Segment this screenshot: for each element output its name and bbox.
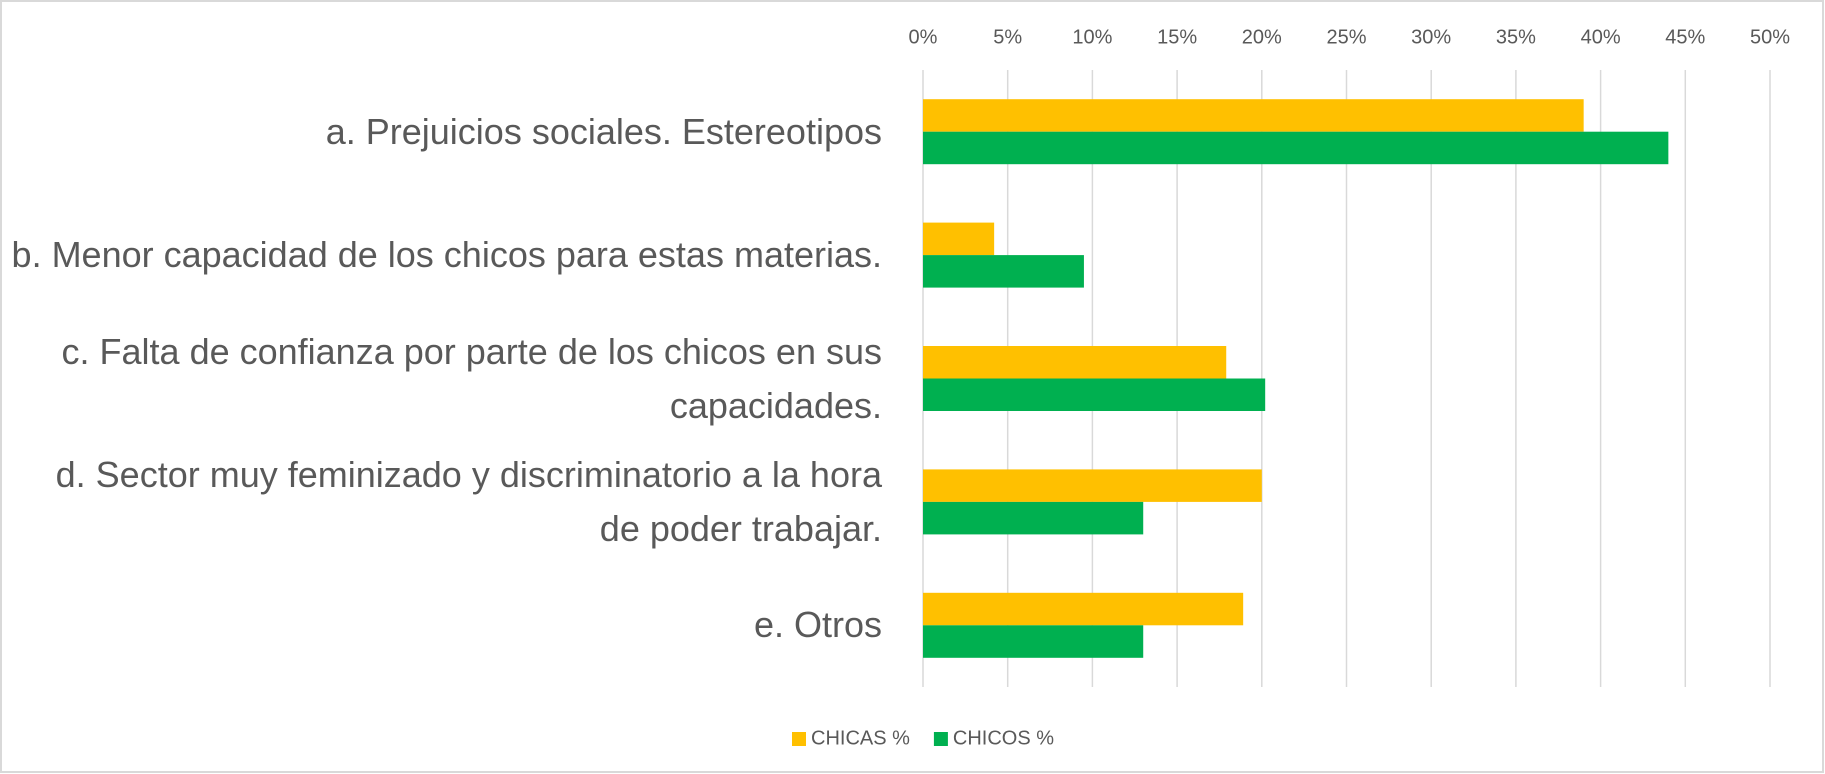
legend-swatch (792, 732, 806, 746)
x-tick-label: 0% (909, 26, 938, 48)
legend-label: CHICOS % (953, 727, 1054, 749)
category-label: e. Otros (753, 604, 882, 646)
bar (923, 255, 1084, 288)
bar (923, 592, 1244, 626)
bar (923, 469, 1262, 502)
category-label: d. Sector muy feminizado y discriminator… (55, 453, 882, 549)
bar (923, 131, 1669, 165)
x-tick-label: 5% (993, 26, 1022, 48)
bar (923, 346, 1227, 379)
category-label: a. Prejuicios sociales. Estereotipos (325, 110, 882, 152)
bar (923, 222, 995, 256)
x-tick-label: 30% (1411, 26, 1451, 48)
bar (923, 625, 1144, 658)
bar (923, 501, 1144, 535)
category-label: c. Falta de confianza por parte de los c… (61, 330, 882, 426)
bar (923, 99, 1584, 132)
bar (923, 378, 1266, 411)
x-tick-label: 10% (1072, 26, 1112, 48)
legend-label: CHICAS % (811, 727, 910, 749)
category-label: b. Menor capacidad de los chicos para es… (11, 234, 882, 276)
x-tick-label: 40% (1581, 26, 1621, 48)
x-tick-label: 25% (1326, 26, 1366, 48)
x-tick-label: 45% (1665, 26, 1705, 48)
x-tick-label: 35% (1496, 26, 1536, 48)
x-tick-label: 20% (1242, 26, 1282, 48)
x-tick-label: 50% (1750, 26, 1790, 48)
x-tick-label: 15% (1157, 26, 1197, 48)
legend-swatch (933, 732, 948, 746)
